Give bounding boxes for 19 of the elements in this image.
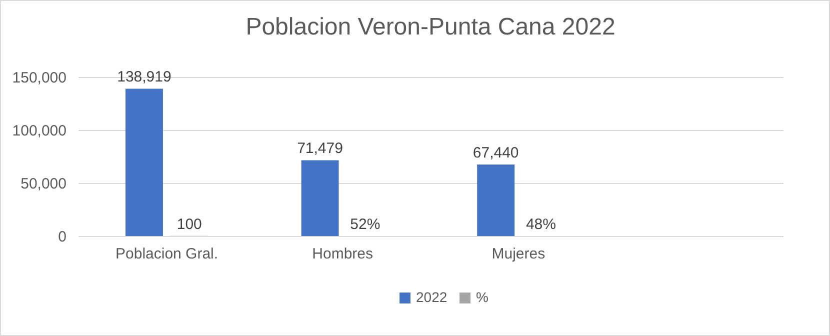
legend-label: 2022 — [416, 289, 448, 305]
x-tick-label: Poblacion Gral. — [116, 246, 218, 262]
data-label: 52% — [350, 216, 380, 233]
y-tick-label: 100,000 — [12, 122, 66, 140]
data-label: 67,440 — [472, 144, 519, 162]
data-label: 48% — [526, 216, 556, 233]
y-tick-label: 150,000 — [12, 70, 66, 86]
x-tick-label: Hombres — [312, 246, 374, 262]
bar — [125, 88, 163, 236]
x-tick-label: Mujeres — [492, 246, 546, 262]
data-label: 138,919 — [117, 68, 172, 86]
data-label: 100 — [176, 216, 202, 233]
chart-title: Poblacion Veron-Punta Cana 2022 — [246, 14, 616, 41]
y-tick-label: 0 — [58, 228, 66, 246]
bar — [301, 160, 339, 236]
y-tick-label: 50,000 — [20, 176, 66, 192]
legend-label: % — [476, 289, 488, 305]
data-label: 71,479 — [297, 140, 343, 158]
bar — [477, 164, 515, 236]
